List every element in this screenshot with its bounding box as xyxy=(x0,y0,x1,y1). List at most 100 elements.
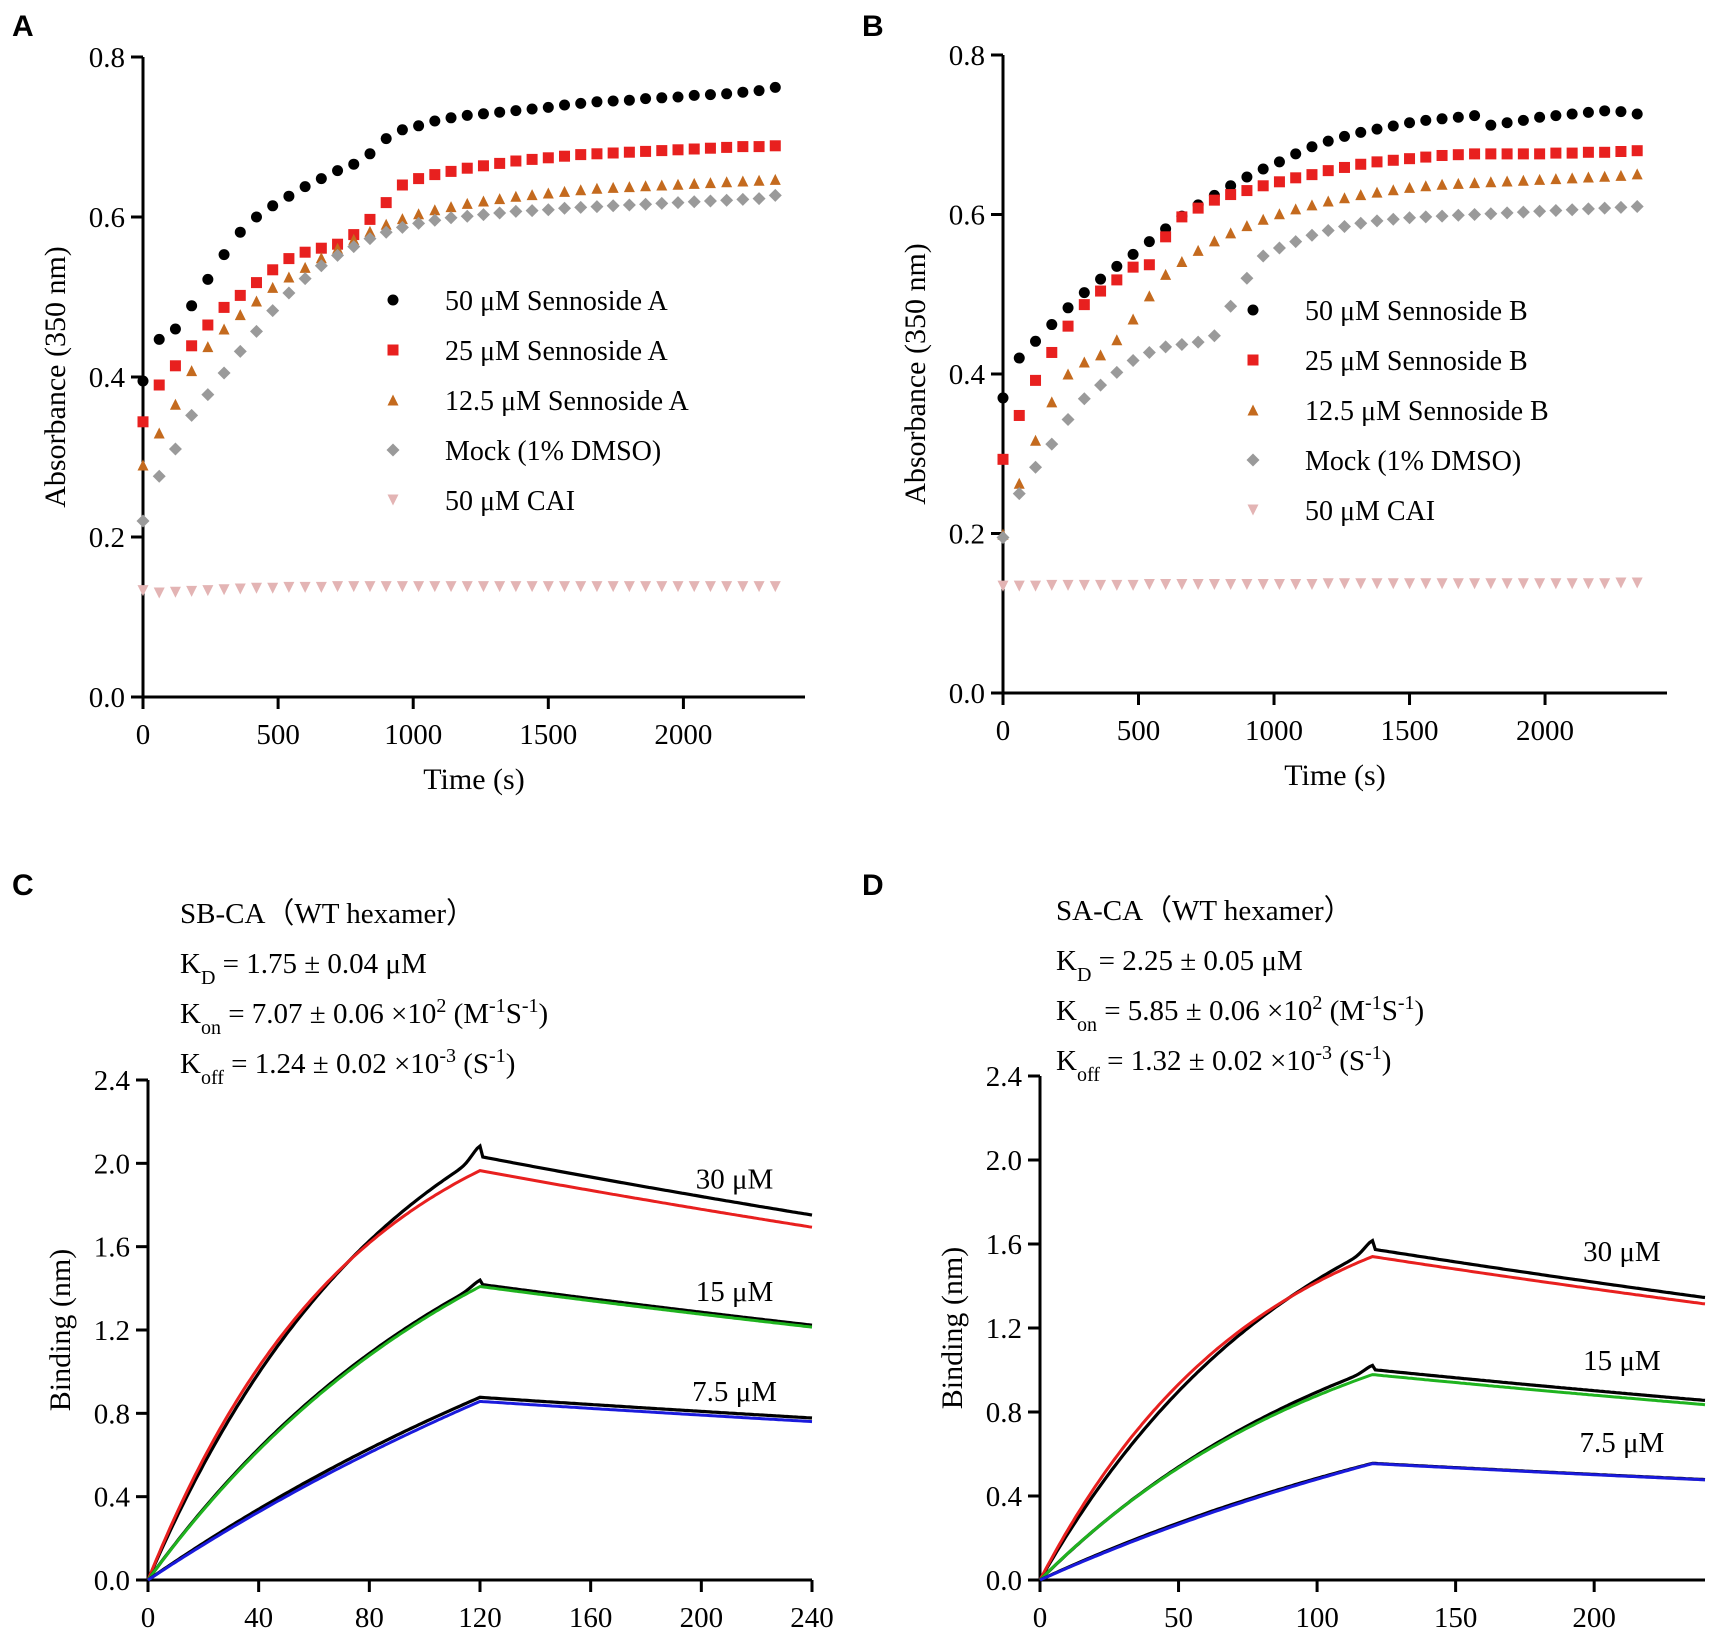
data-point xyxy=(1110,365,1124,379)
y-axis-label: Absorbance (350 nm) xyxy=(39,246,72,508)
data-point xyxy=(1452,177,1464,189)
data-point xyxy=(1355,578,1367,590)
data-point xyxy=(1094,378,1108,392)
data-point xyxy=(387,394,399,406)
data-point xyxy=(1095,273,1107,285)
text-span: K xyxy=(1056,995,1077,1027)
data-point xyxy=(640,93,652,105)
data-point xyxy=(1046,319,1058,331)
data-point xyxy=(348,233,360,245)
fit-curve xyxy=(1039,1462,1706,1582)
data-point xyxy=(1095,349,1107,361)
data-point xyxy=(1142,345,1156,359)
text-span: -3 xyxy=(439,1045,456,1067)
data-point xyxy=(1501,175,1513,187)
data-point xyxy=(1436,578,1448,590)
x-tick-label: 40 xyxy=(244,1602,273,1630)
concentration-label: 7.5 μM xyxy=(692,1376,777,1408)
text-span: 2 xyxy=(436,995,446,1017)
data-point xyxy=(1582,578,1594,590)
data-point xyxy=(233,344,247,358)
data-point xyxy=(1078,356,1090,368)
data-point xyxy=(413,208,425,220)
data-point xyxy=(1517,578,1529,590)
data-point xyxy=(1290,148,1302,160)
data-point xyxy=(656,581,668,593)
data-point xyxy=(476,208,490,222)
data-point xyxy=(510,155,522,167)
data-point xyxy=(386,443,400,457)
data-point xyxy=(461,581,473,593)
raw-trace xyxy=(146,1143,813,1581)
data-point xyxy=(348,158,360,170)
data-point xyxy=(1371,186,1383,198)
data-point xyxy=(737,175,749,187)
data-point xyxy=(412,216,426,230)
data-point xyxy=(1306,141,1318,153)
data-point xyxy=(1143,236,1155,248)
x-tick-label: 2000 xyxy=(1516,715,1574,747)
data-point xyxy=(591,96,603,108)
data-point xyxy=(364,581,376,593)
data-point xyxy=(379,225,393,239)
data-point xyxy=(1615,169,1627,181)
y-axis-label: Binding (nm) xyxy=(44,1249,77,1412)
text-span: on xyxy=(201,1017,221,1039)
x-tick-label: 0 xyxy=(1033,1602,1048,1630)
x-tick-label: 50 xyxy=(1164,1602,1193,1630)
data-point xyxy=(1241,171,1253,183)
x-tick-label: 0 xyxy=(996,715,1011,747)
data-point xyxy=(1615,577,1627,589)
data-point xyxy=(364,213,376,225)
data-point xyxy=(218,323,230,335)
data-point xyxy=(1290,203,1302,215)
data-point xyxy=(1338,161,1350,173)
data-point xyxy=(1615,106,1627,118)
data-point xyxy=(1062,579,1074,591)
x-tick-label: 1000 xyxy=(1245,715,1303,747)
data-point xyxy=(169,360,181,372)
y-tick-label: 0.4 xyxy=(89,362,126,394)
data-point xyxy=(250,277,262,289)
data-point xyxy=(769,140,781,152)
data-point xyxy=(1485,176,1497,188)
data-point xyxy=(1290,579,1302,591)
data-point xyxy=(1436,178,1448,190)
data-point xyxy=(721,141,733,153)
data-point xyxy=(1143,579,1155,591)
data-point xyxy=(997,580,1009,592)
concentration-label: 30 μM xyxy=(696,1163,774,1195)
data-point xyxy=(1078,299,1090,311)
data-point xyxy=(1273,579,1285,591)
legend-entry: 50 μM Sennoside B xyxy=(1305,296,1528,327)
series-1: 30 μM xyxy=(146,1143,813,1581)
data-point xyxy=(591,581,603,593)
data-point xyxy=(1208,235,1220,247)
data-point xyxy=(1062,302,1074,314)
data-point xyxy=(218,584,230,596)
data-point xyxy=(1566,172,1578,184)
data-point xyxy=(137,416,149,428)
data-point xyxy=(688,89,700,101)
legend-entry: 12.5 μM Sennoside B xyxy=(1305,396,1549,427)
data-point xyxy=(1338,192,1350,204)
data-point xyxy=(1355,126,1367,138)
data-point xyxy=(1175,337,1189,351)
data-point xyxy=(1630,200,1644,214)
data-point xyxy=(1371,578,1383,590)
series-5 xyxy=(137,581,781,599)
data-point xyxy=(1306,579,1318,591)
x-tick-label: 150 xyxy=(1434,1602,1478,1630)
data-point xyxy=(575,97,587,109)
data-point xyxy=(1095,285,1107,297)
data-point xyxy=(559,185,571,197)
data-point xyxy=(1436,113,1448,125)
data-point xyxy=(283,581,295,593)
data-point xyxy=(1030,335,1042,347)
data-point xyxy=(672,178,684,190)
text-span: ) xyxy=(1382,1045,1392,1077)
kd-value: KD = 1.75 ± 0.04 μM xyxy=(180,948,427,989)
data-point xyxy=(1241,579,1253,591)
